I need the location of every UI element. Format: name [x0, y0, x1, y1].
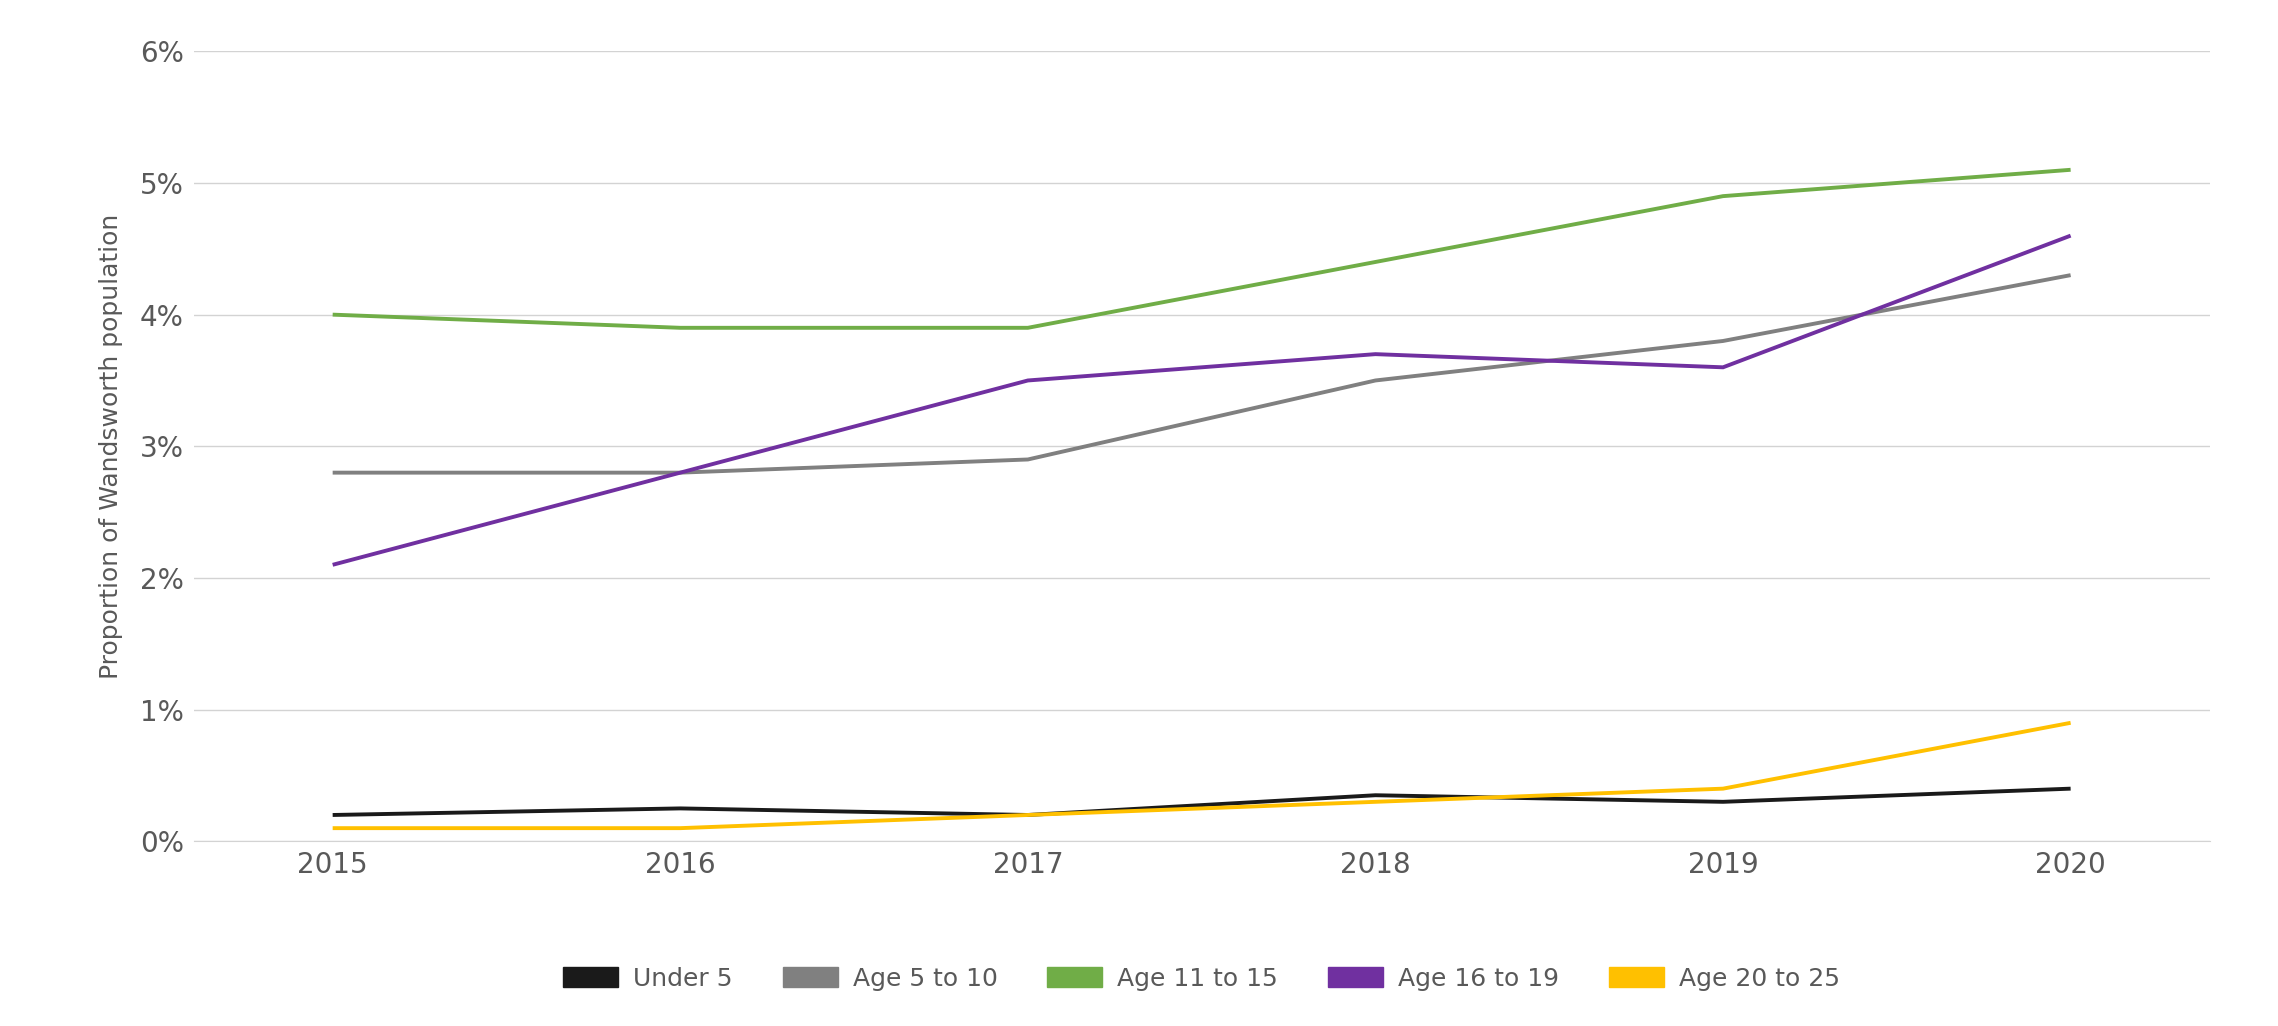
Age 11 to 15	[1014, 322, 1041, 334]
Line: Under 5: Under 5	[333, 789, 2071, 815]
Age 20 to 25	[1708, 783, 1736, 795]
Age 5 to 10	[667, 467, 695, 479]
Under 5	[319, 808, 346, 821]
Age 20 to 25	[1014, 808, 1041, 821]
Line: Age 11 to 15: Age 11 to 15	[333, 170, 2071, 328]
Legend: Under 5, Age 5 to 10, Age 11 to 15, Age 16 to 19, Age 20 to 25: Under 5, Age 5 to 10, Age 11 to 15, Age …	[554, 956, 1850, 1000]
Y-axis label: Proportion of Wandsworth population: Proportion of Wandsworth population	[100, 213, 123, 679]
Age 20 to 25	[1362, 796, 1390, 808]
Age 16 to 19	[1362, 348, 1390, 360]
Under 5	[667, 802, 695, 815]
Under 5	[1708, 796, 1736, 808]
Age 20 to 25	[319, 822, 346, 834]
Under 5	[2057, 783, 2084, 795]
Age 16 to 19	[1014, 374, 1041, 387]
Under 5	[1362, 789, 1390, 801]
Age 11 to 15	[319, 309, 346, 321]
Line: Age 16 to 19: Age 16 to 19	[333, 236, 2071, 564]
Line: Age 5 to 10: Age 5 to 10	[333, 275, 2071, 473]
Age 16 to 19	[667, 467, 695, 479]
Under 5	[1014, 808, 1041, 821]
Age 5 to 10	[1708, 334, 1736, 347]
Age 11 to 15	[1708, 190, 1736, 202]
Line: Age 20 to 25: Age 20 to 25	[333, 723, 2071, 828]
Age 20 to 25	[667, 822, 695, 834]
Age 5 to 10	[1362, 374, 1390, 387]
Age 16 to 19	[319, 558, 346, 570]
Age 5 to 10	[2057, 269, 2084, 281]
Age 5 to 10	[1014, 453, 1041, 466]
Age 20 to 25	[2057, 717, 2084, 729]
Age 11 to 15	[2057, 164, 2084, 176]
Age 16 to 19	[1708, 361, 1736, 373]
Age 11 to 15	[667, 322, 695, 334]
Age 16 to 19	[2057, 230, 2084, 242]
Age 11 to 15	[1362, 255, 1390, 268]
Age 5 to 10	[319, 467, 346, 479]
